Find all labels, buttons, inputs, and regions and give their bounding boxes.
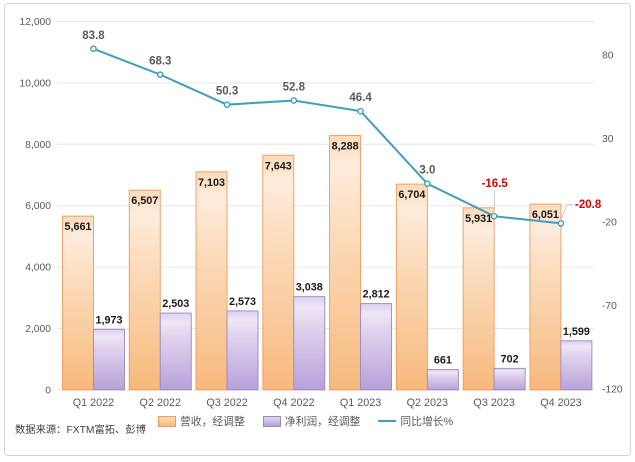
svg-text:5,931: 5,931: [465, 213, 492, 225]
svg-text:6,000: 6,000: [25, 201, 51, 212]
svg-text:-70: -70: [602, 301, 617, 312]
svg-text:0: 0: [45, 385, 51, 396]
svg-text:-16.5: -16.5: [482, 178, 509, 190]
svg-text:6,704: 6,704: [398, 189, 425, 201]
svg-text:6,507: 6,507: [131, 195, 158, 207]
svg-text:4,000: 4,000: [25, 263, 51, 274]
svg-text:2,503: 2,503: [162, 298, 189, 310]
svg-text:1,973: 1,973: [95, 314, 122, 326]
svg-text:6,051: 6,051: [532, 209, 559, 221]
svg-text:Q3 2022: Q3 2022: [206, 397, 247, 409]
svg-text:46.4: 46.4: [349, 92, 372, 104]
svg-text:3,038: 3,038: [296, 282, 323, 294]
svg-text:Q1 2023: Q1 2023: [340, 397, 381, 409]
svg-text:50.3: 50.3: [216, 86, 238, 98]
svg-text:2,573: 2,573: [229, 296, 256, 308]
svg-text:702: 702: [501, 353, 519, 365]
svg-text:-120: -120: [602, 384, 623, 395]
svg-text:2,000: 2,000: [25, 324, 51, 335]
svg-text:5,661: 5,661: [64, 221, 91, 233]
svg-text:-20.8: -20.8: [575, 199, 602, 211]
svg-text:661: 661: [434, 355, 452, 367]
svg-text:Q2 2022: Q2 2022: [140, 397, 181, 409]
svg-text:1,599: 1,599: [563, 326, 590, 338]
svg-text:7,103: 7,103: [198, 177, 225, 189]
svg-text:68.3: 68.3: [149, 56, 171, 68]
svg-text:83.8: 83.8: [82, 30, 105, 42]
svg-text:12,000: 12,000: [20, 17, 52, 28]
svg-text:8,000: 8,000: [25, 140, 51, 151]
svg-text:2,812: 2,812: [363, 289, 390, 301]
svg-text:Q3 2023: Q3 2023: [473, 397, 514, 409]
svg-text:Q4 2023: Q4 2023: [540, 397, 581, 409]
svg-text:Q2 2023: Q2 2023: [407, 397, 448, 409]
svg-text:52.8: 52.8: [283, 82, 306, 94]
svg-text:-20: -20: [602, 218, 617, 229]
svg-text:Q1 2022: Q1 2022: [73, 397, 114, 409]
svg-text:3.0: 3.0: [419, 165, 435, 177]
svg-text:8,288: 8,288: [332, 140, 359, 152]
svg-text:7,643: 7,643: [265, 160, 292, 172]
svg-text:Q4 2022: Q4 2022: [273, 397, 314, 409]
svg-text:10,000: 10,000: [20, 78, 52, 89]
svg-text:80: 80: [602, 51, 614, 62]
svg-text:30: 30: [602, 134, 614, 145]
